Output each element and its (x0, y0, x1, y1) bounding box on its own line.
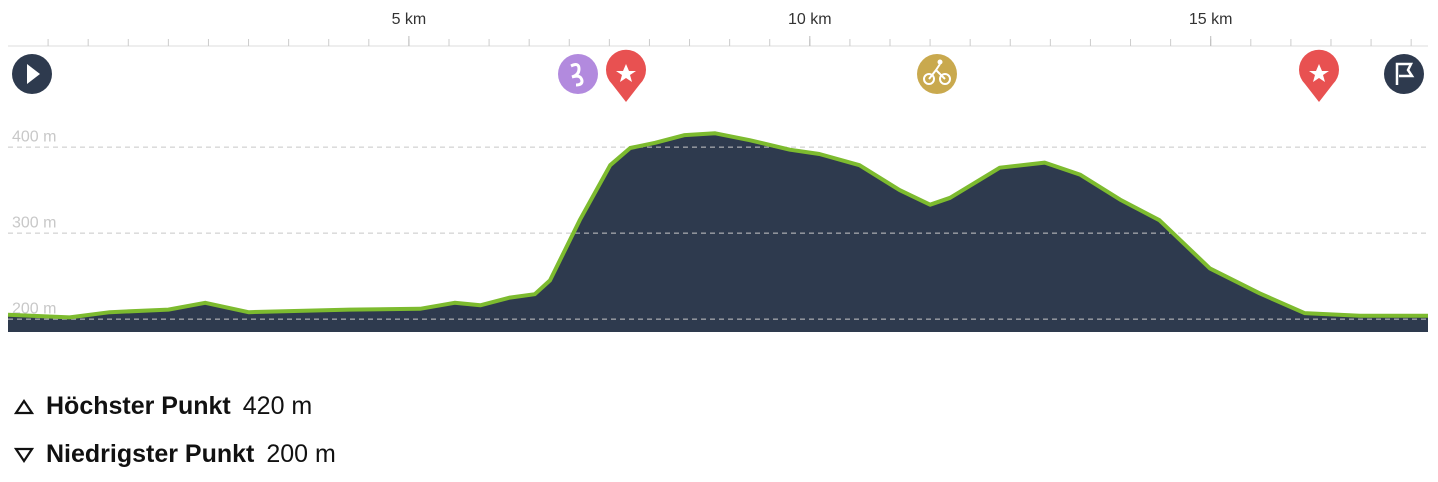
poi-pin[interactable] (605, 49, 646, 102)
highlight-icon[interactable] (558, 54, 598, 94)
poi-pin[interactable] (1298, 49, 1339, 102)
stat-row: Niedrigster Punkt 200 m (14, 440, 336, 469)
stat-row: Höchster Punkt 420 m (14, 392, 312, 421)
stat-value: 200 m (266, 440, 336, 468)
down-triangle (14, 447, 34, 463)
start-icon[interactable] (12, 54, 52, 94)
plot-group: 200 m 300 m 400 m (7, 128, 1428, 332)
stat-label: Höchster Punkt (46, 392, 231, 420)
x-tick-label: 10 km (788, 11, 832, 28)
up-triangle (14, 398, 34, 414)
y-tick-label: 300 m (12, 214, 56, 231)
elevation-chart: 5 km 10 km 15 km 200 m 300 m 400 m (7, 11, 1428, 332)
bike-icon[interactable] (917, 54, 957, 94)
finish-icon[interactable] (1384, 54, 1424, 94)
y-tick-label: 200 m (12, 300, 56, 317)
elevation-area (8, 133, 1428, 332)
stat-value: 420 m (242, 392, 313, 420)
x-tick-label: 5 km (392, 11, 427, 28)
axis-group: 5 km 10 km 15 km (47, 11, 1412, 46)
x-tick-label: 15 km (1189, 11, 1233, 28)
elevation-line (7, 131, 1428, 320)
y-tick-label: 400 m (12, 128, 56, 145)
stat-label: Niedrigster Punkt (46, 440, 255, 468)
